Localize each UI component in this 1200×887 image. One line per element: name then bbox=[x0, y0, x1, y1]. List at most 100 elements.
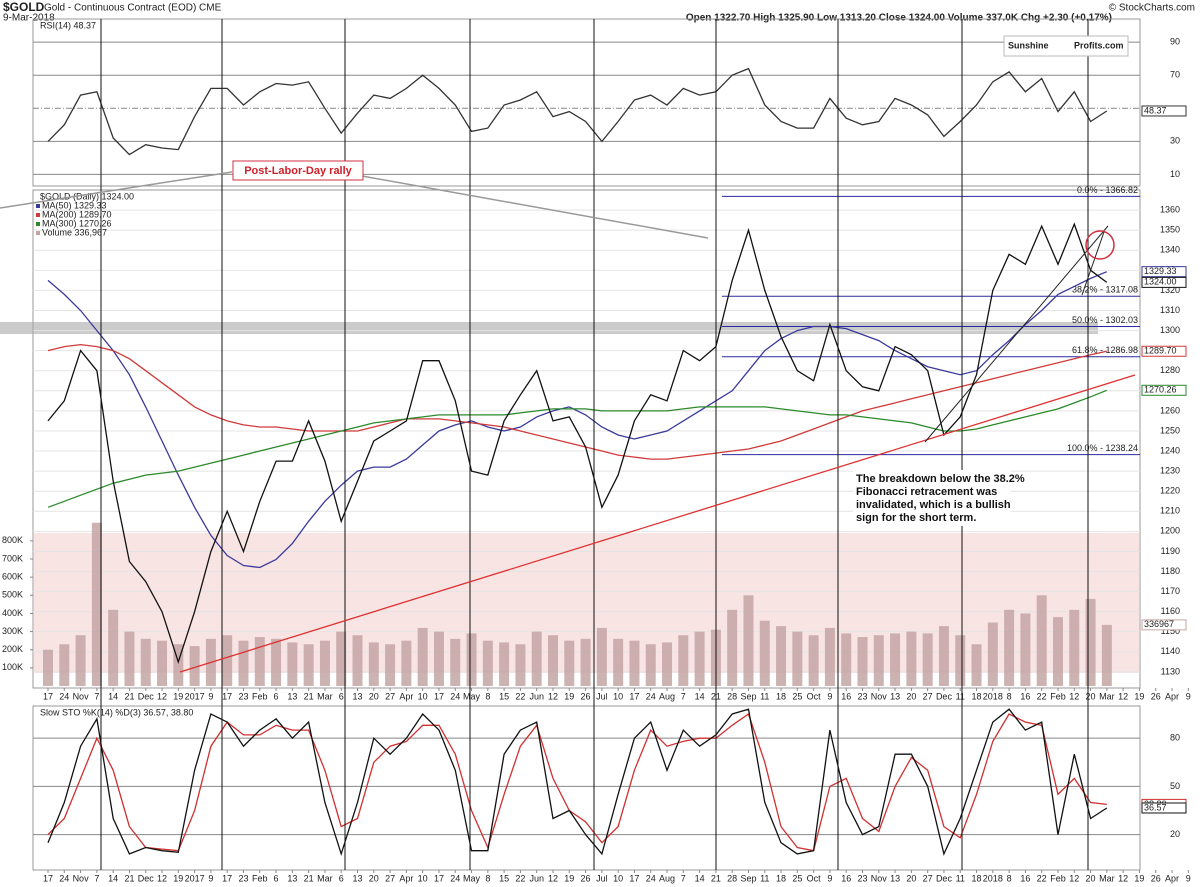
x-tick-label: 12 bbox=[1069, 873, 1079, 883]
x-tick-label: Nov bbox=[871, 691, 888, 701]
y-tick-label: 80 bbox=[1170, 733, 1180, 743]
x-tick-label: 22 bbox=[1037, 873, 1047, 883]
panel-title: $GOLD (Daily) 1324.00 bbox=[40, 191, 134, 201]
volume-bar bbox=[971, 644, 982, 687]
volume-bar bbox=[271, 638, 282, 687]
legend-swatch bbox=[36, 213, 40, 217]
x-tick-label: 9 bbox=[1186, 873, 1191, 883]
y-tick-label: 1200 bbox=[1160, 526, 1180, 536]
fib-label: 100.0% - 1238.24 bbox=[1067, 443, 1138, 453]
last-value-tag bbox=[1141, 105, 1187, 117]
x-tick-label: 13 bbox=[353, 873, 363, 883]
volume-bar bbox=[1101, 624, 1112, 687]
x-tick-label: Dec bbox=[936, 691, 953, 701]
series-line bbox=[47, 271, 1108, 569]
x-tick-label: 9 bbox=[208, 873, 213, 883]
brand-box bbox=[1003, 35, 1129, 57]
x-tick-label: Sep bbox=[740, 691, 756, 701]
y-tick-label: 20 bbox=[1170, 829, 1180, 839]
x-tick-label: Jun bbox=[529, 691, 544, 701]
x-tick-label: 12 bbox=[548, 691, 558, 701]
x-tick-label: Mar bbox=[1099, 691, 1115, 701]
x-tick-label: 7 bbox=[681, 873, 686, 883]
panel-frames bbox=[32, 18, 1141, 871]
volume-bar bbox=[857, 637, 868, 687]
volume-bar bbox=[43, 649, 53, 687]
last-value-label: 1324.00 bbox=[1144, 277, 1177, 287]
y-tick-label: 1320 bbox=[1160, 285, 1180, 295]
x-tick-label: 14 bbox=[695, 691, 705, 701]
volume-bar bbox=[824, 627, 835, 687]
x-tick-label: Sep bbox=[740, 873, 756, 883]
x-tick-label: Dec bbox=[936, 873, 953, 883]
y-tick-label: 50 bbox=[1170, 781, 1180, 791]
y-tick-label: 1250 bbox=[1160, 425, 1180, 435]
panel-title: Slow STO %K(14) %D(3) 36.57, 38.80 bbox=[40, 707, 193, 717]
x-tick-label: 9 bbox=[827, 691, 832, 701]
volume-bar bbox=[873, 635, 884, 687]
rising-trendline bbox=[924, 225, 1109, 443]
volume-bar bbox=[955, 635, 966, 687]
x-tick-label: Apr bbox=[399, 691, 413, 701]
volume-bar bbox=[743, 595, 754, 687]
x-tick-label: 25 bbox=[792, 691, 802, 701]
last-value-label: 1289.70 bbox=[1144, 346, 1177, 356]
x-tick-label: 24 bbox=[59, 873, 69, 883]
x-tick-label: 10 bbox=[418, 691, 428, 701]
note-line: sign for the short term. bbox=[856, 512, 976, 524]
x-tick-label: Nov bbox=[73, 691, 90, 701]
x-tick-label: 2018 bbox=[983, 873, 1003, 883]
last-value-tag bbox=[1141, 345, 1187, 357]
x-tick-label: 15 bbox=[499, 691, 509, 701]
x-tick-label: Jul bbox=[596, 691, 608, 701]
x-tick-label: 15 bbox=[499, 873, 509, 883]
x-tick-label: Mar bbox=[317, 873, 333, 883]
sto-frame bbox=[32, 705, 1141, 871]
volume-bar bbox=[238, 640, 249, 687]
x-tick-label: 24 bbox=[646, 691, 656, 701]
volume-bar bbox=[694, 631, 705, 687]
x-tick-label: Nov bbox=[73, 873, 90, 883]
volume-bar bbox=[580, 638, 591, 687]
x-tick-label: 12 bbox=[1118, 691, 1128, 701]
x-tick-label: Aug bbox=[659, 691, 675, 701]
x-tick-label: 21 bbox=[124, 691, 134, 701]
volume-bar bbox=[938, 626, 949, 687]
volume-bar bbox=[417, 627, 428, 687]
x-tick-label: 23 bbox=[857, 691, 867, 701]
x-tick-label: 23 bbox=[238, 691, 248, 701]
volume-bar bbox=[564, 640, 575, 687]
source: © StockCharts.com bbox=[1109, 3, 1195, 14]
x-tick-label: 19 bbox=[564, 691, 574, 701]
last-value-label: 336967 bbox=[1144, 619, 1174, 629]
volume-bar bbox=[433, 631, 444, 687]
y2-tick-label: 600K bbox=[2, 572, 23, 582]
volume-bar bbox=[173, 644, 184, 687]
x-tick-label: 11 bbox=[956, 691, 965, 701]
x-tick-label: 26 bbox=[1151, 873, 1161, 883]
x-tick-label: 12 bbox=[157, 873, 167, 883]
series-line bbox=[47, 222, 1108, 665]
volume-bar bbox=[906, 631, 917, 687]
x-tick-label: 10 bbox=[418, 873, 428, 883]
x-tick-label: 23 bbox=[238, 873, 248, 883]
x-tick-label: Oct bbox=[807, 691, 822, 701]
x-tick-label: 18 bbox=[972, 873, 982, 883]
last-value-tag bbox=[1141, 619, 1187, 631]
volume-bar bbox=[1069, 609, 1080, 687]
support-trendline bbox=[179, 374, 1136, 673]
x-tick-label: 11 bbox=[956, 873, 965, 883]
x-tick-label: 18 bbox=[972, 691, 982, 701]
x-tick-label: 17 bbox=[222, 691, 232, 701]
x-tick-label: 20 bbox=[369, 691, 379, 701]
volume-bar bbox=[466, 633, 477, 687]
rally-box bbox=[232, 160, 364, 181]
x-tick-label: Feb bbox=[252, 873, 268, 883]
volume-bar bbox=[613, 638, 624, 687]
volume-bar bbox=[596, 627, 607, 687]
x-tick-label: 20 bbox=[906, 873, 916, 883]
volume-bar bbox=[499, 642, 510, 687]
x-tick-label: 28 bbox=[727, 691, 737, 701]
volume-bar bbox=[75, 635, 86, 687]
legend-swatch bbox=[36, 231, 40, 235]
